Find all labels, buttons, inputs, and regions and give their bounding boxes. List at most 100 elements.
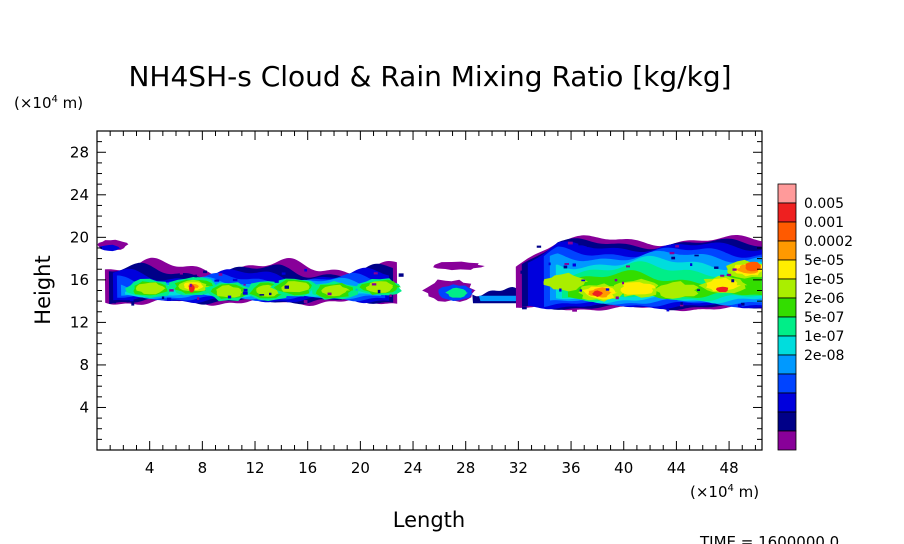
y-tick-label: 4: [79, 398, 89, 416]
y-tick-label: 8: [79, 356, 89, 374]
cloud-fleck: [625, 265, 630, 268]
x-tick-label: 48: [720, 459, 739, 477]
cloud-fleck: [281, 272, 286, 275]
cloud-fleck: [179, 271, 183, 275]
cloud-fleck: [113, 300, 116, 304]
colorbar-swatch: [777, 373, 797, 394]
x-unit-label: (×104 m): [690, 483, 759, 501]
x-tick-label: 20: [351, 459, 370, 477]
colorbar-label: 1e-07: [804, 329, 844, 345]
cloud-fleck: [732, 268, 737, 271]
x-tick-label: 40: [614, 459, 633, 477]
cloud-fleck: [304, 268, 308, 272]
x-tick-label: 28: [456, 459, 475, 477]
cloud-fleck: [690, 263, 693, 267]
colorbar-label: 0.0002: [804, 234, 853, 250]
y-axis-label: Height: [31, 255, 55, 324]
colorbar-swatch: [777, 278, 797, 299]
cloud-core-peak: [592, 290, 603, 297]
cloud-fleck: [303, 300, 308, 304]
cloud-fleck: [605, 288, 610, 291]
cloud-fleck: [373, 272, 378, 275]
colorbar-label: 1e-05: [804, 272, 844, 288]
colorbar-swatch: [777, 259, 797, 280]
cloud-fleck: [581, 279, 586, 282]
cloud-fleck: [714, 266, 719, 269]
cloud-fleck: [284, 285, 289, 289]
colorbar-swatch: [777, 202, 797, 223]
cloud-fleck: [567, 241, 573, 245]
y-unit-label: (×104 m): [14, 94, 83, 112]
cloud-fleck: [243, 288, 248, 292]
cloud-fleck: [398, 273, 404, 277]
cloud-fleck: [274, 279, 279, 283]
cloud-core: [620, 282, 656, 295]
cloud-fleck: [622, 281, 625, 285]
cloud-fleck: [559, 288, 562, 292]
cloud-fleck: [666, 309, 670, 312]
cloud-fleck: [286, 300, 291, 303]
cloud-fleck: [563, 265, 568, 269]
colorbar: 0.005 0.001 0.0002 5e-05 1e-05 2e-06 5e-07 1e-0…: [777, 183, 853, 451]
colorbar-swatch: [777, 392, 797, 413]
cloud-wisp: [98, 244, 122, 252]
cloud-core: [135, 282, 166, 295]
cloud-core: [216, 285, 244, 298]
cloud-fleck: [520, 270, 526, 274]
colorbar-swatch: [777, 183, 797, 204]
colorbar-swatch: [777, 316, 797, 337]
colorbar-label: 0.001: [804, 215, 844, 231]
y-tick-label: 16: [70, 271, 89, 289]
cloud-fleck: [694, 254, 699, 257]
cloud-fleck: [740, 302, 745, 306]
cloud-fleck: [194, 274, 198, 278]
x-tick-label: 44: [667, 459, 686, 477]
colorbar-swatch: [777, 335, 797, 356]
colorbar-label: 0.005: [804, 196, 844, 212]
cloud-fleck: [671, 256, 676, 260]
colorbar-swatch: [777, 411, 797, 432]
chart-title: NH4SH-s Cloud & Rain Mixing Ratio [kg/kg…: [128, 60, 731, 93]
cloud-fleck: [680, 302, 683, 305]
x-tick-label: 32: [509, 459, 528, 477]
cloud-fleck: [615, 245, 620, 248]
x-tick-label: 16: [298, 459, 317, 477]
colorbar-swatch: [777, 430, 797, 451]
colorbar-swatch: [777, 240, 797, 261]
cloud-fleck: [564, 263, 569, 265]
colorbar-label: 5e-07: [804, 310, 844, 326]
cloud-fleck: [548, 262, 551, 266]
y-axis: 4 8 12 16 20 24 28: [70, 141, 762, 440]
cloud-fleck: [197, 296, 200, 301]
x-tick-label: 36: [562, 459, 581, 477]
cloud-fleck: [731, 279, 735, 283]
cloud-fleck: [214, 279, 220, 282]
colorbar-swatch: [777, 221, 797, 242]
cloud-fleck: [586, 245, 590, 248]
cloud-fleck: [166, 297, 172, 302]
cloud-fleck: [614, 278, 618, 282]
cloud-fleck: [389, 294, 392, 297]
cloud-core: [655, 281, 699, 299]
cloud-fleck: [129, 297, 134, 302]
x-tick-label: 24: [403, 459, 422, 477]
cloud-fleck: [579, 289, 582, 292]
y-tick-label: 24: [70, 186, 89, 204]
cloud-fleck: [232, 278, 238, 282]
cloud-mid: [445, 287, 468, 298]
colorbar-label: 2e-06: [804, 291, 844, 307]
cloud-mid-anvil: [433, 261, 485, 271]
cloud-fleck: [236, 275, 240, 279]
cloud-fleck: [578, 242, 584, 246]
cloud-fleck: [218, 273, 223, 276]
cloud-fleck: [679, 304, 684, 307]
cloud-fleck: [675, 245, 680, 248]
cloud-fleck: [227, 295, 232, 299]
x-axis-label: Length: [393, 508, 465, 532]
x-tick-label: 12: [245, 459, 264, 477]
cloud-fleck: [327, 292, 332, 296]
cloud-fleck: [169, 289, 174, 292]
cloud-fleck: [737, 304, 742, 308]
cloud-fleck: [726, 273, 732, 277]
